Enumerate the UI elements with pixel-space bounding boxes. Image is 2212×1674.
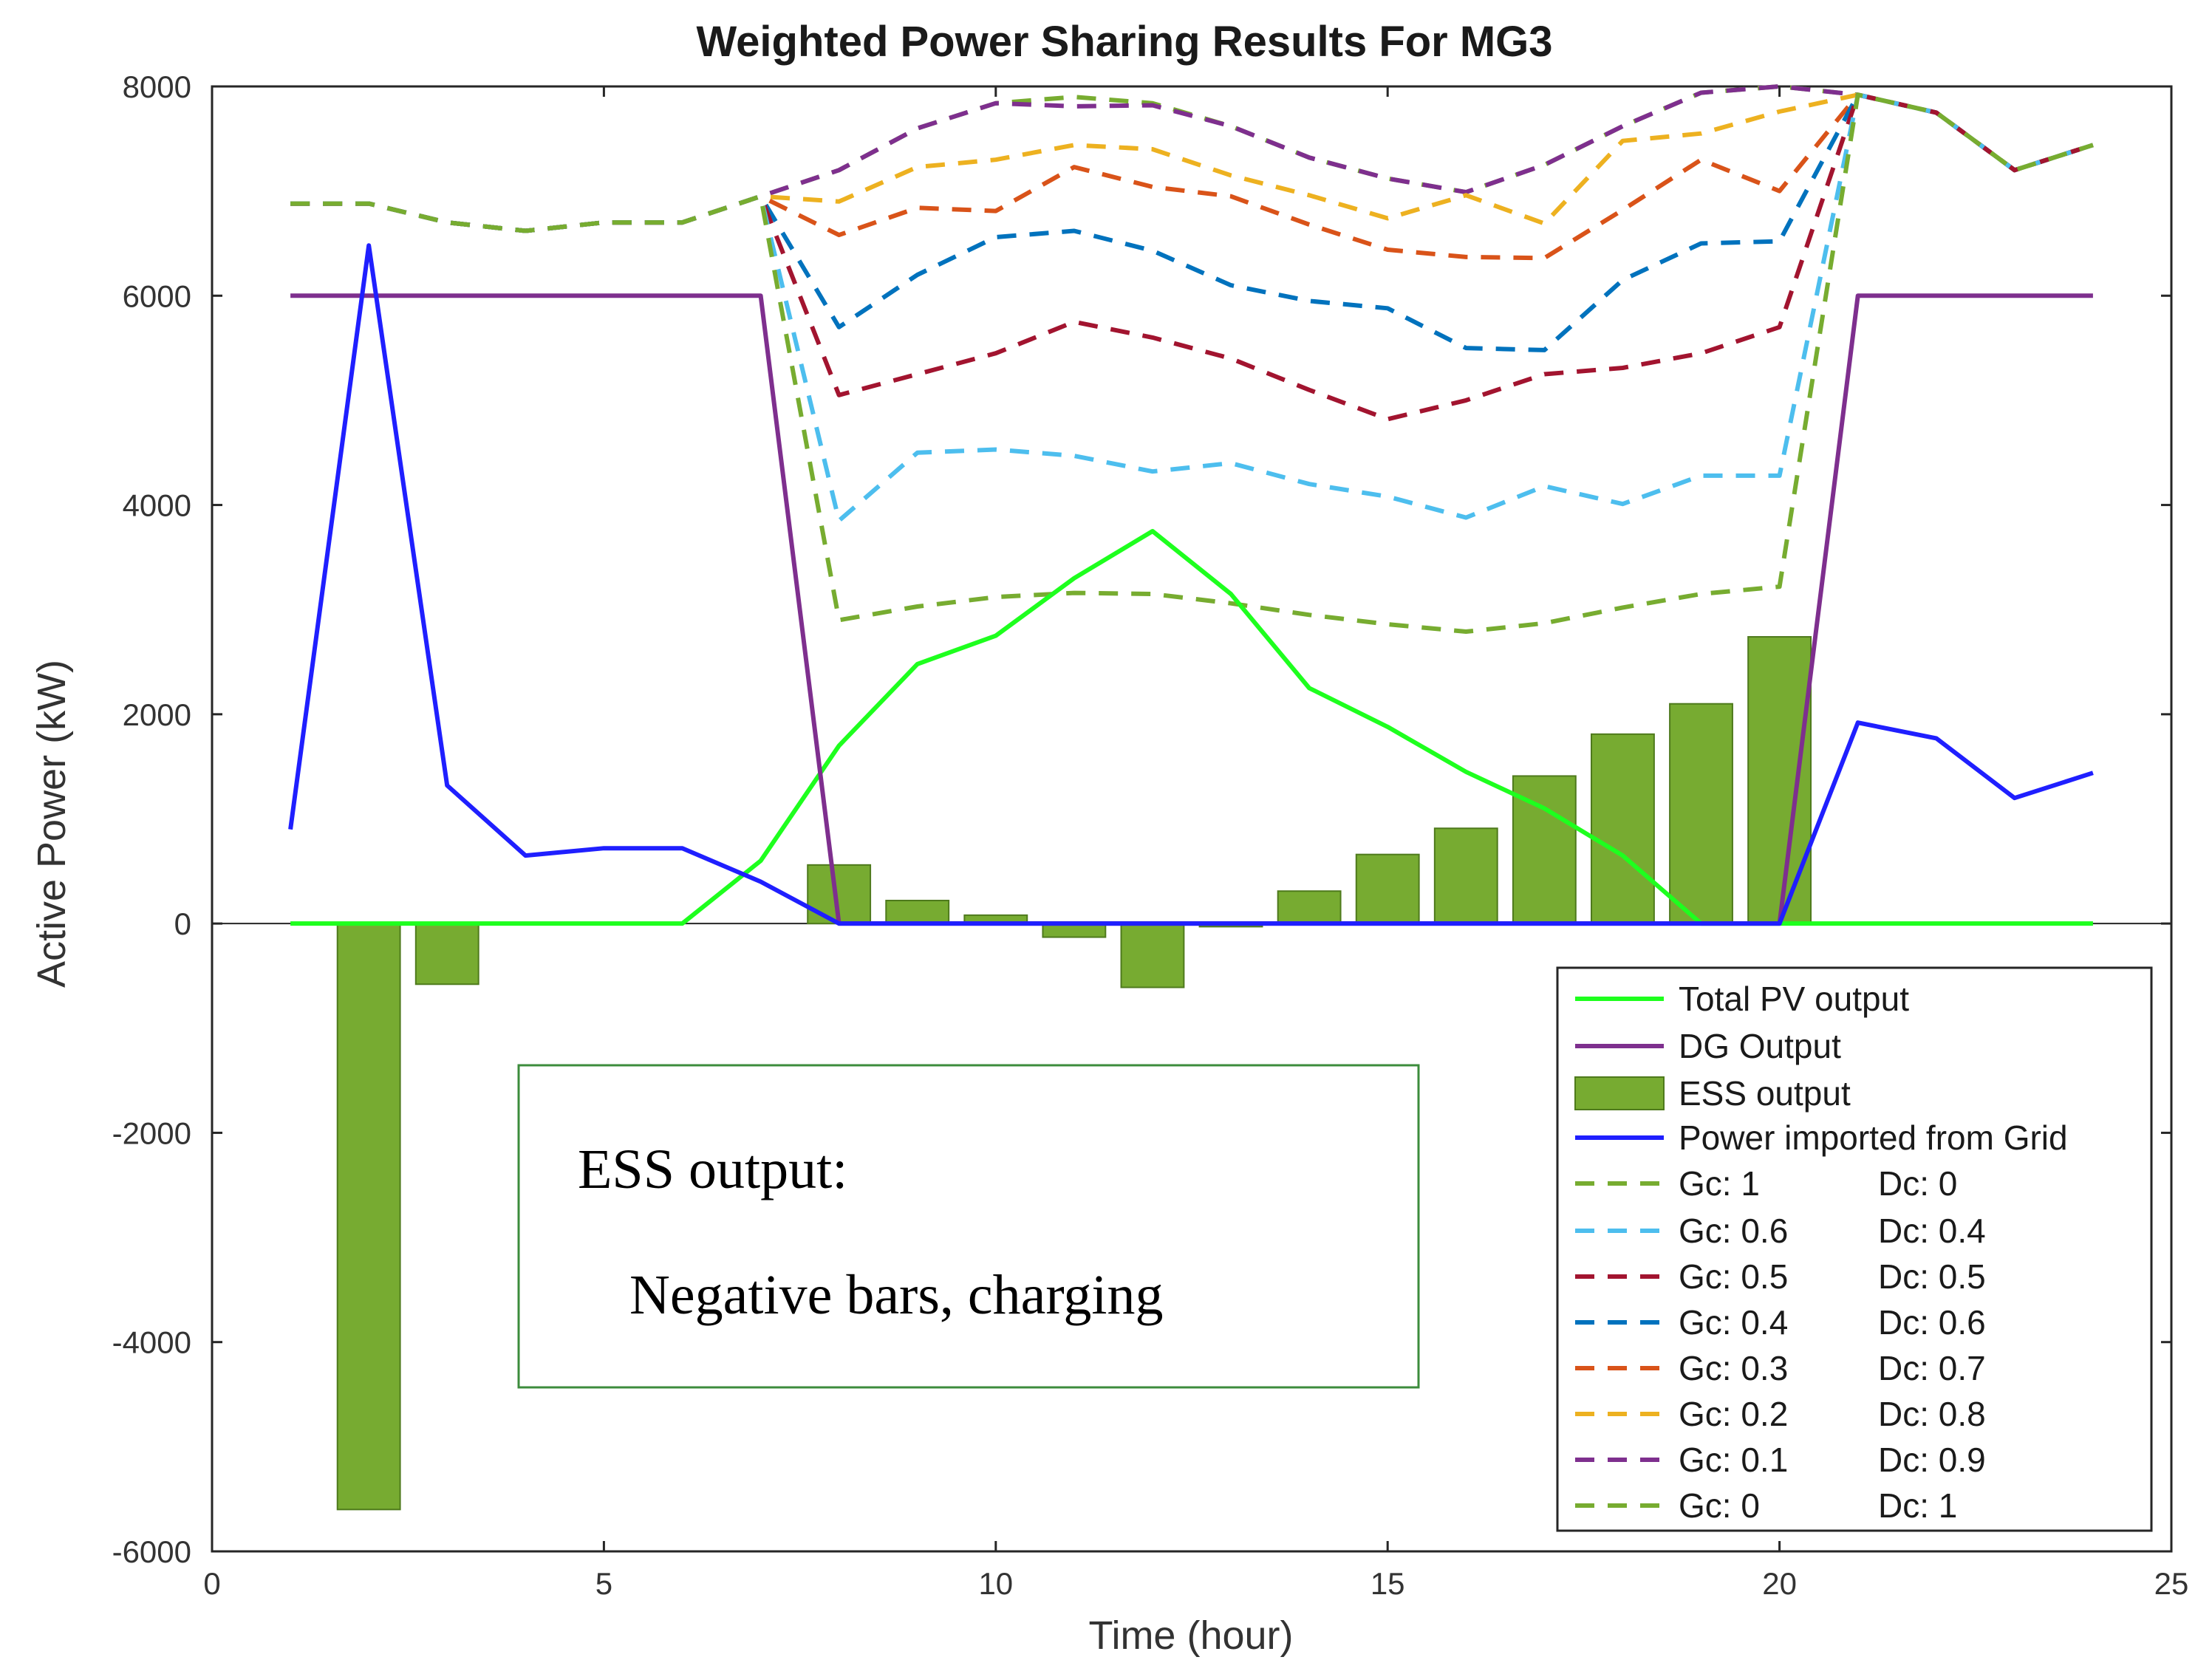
series-line-total-pv-output <box>290 529 2093 926</box>
annotation-heading: ESS output: <box>578 1138 847 1200</box>
y-tick-label: 8000 <box>123 69 191 104</box>
y-tick-label: 6000 <box>123 279 191 313</box>
legend-label-dc: Dc: 0.6 <box>1878 1303 1986 1342</box>
legend-label-gc: Gc: 0.6 <box>1679 1212 1788 1250</box>
legend-items: Total PV output DG Output ESS output Power … <box>1574 980 2068 1525</box>
series-line-gc-1-dc-0 <box>290 92 2094 634</box>
legend-label-gc: Gc: 0.3 <box>1679 1349 1788 1387</box>
legend-label-gc: Gc: 0.5 <box>1679 1257 1788 1296</box>
legend-label-gc: Gc: 0.1 <box>1679 1441 1788 1479</box>
ess-bar-h20 <box>1747 636 1812 925</box>
x-tick-label: 20 <box>1762 1566 1797 1601</box>
y-axis-label: Active Power (kW) <box>30 660 74 988</box>
legend-label-ess-output: ESS output <box>1679 1074 1851 1113</box>
legend-label-dc: Dc: 0.7 <box>1878 1349 1986 1387</box>
chart-title: Weighted Power Sharing Results For MG3 <box>696 18 1552 66</box>
legend-label-dc: Dc: 0 <box>1878 1164 1957 1203</box>
series-lines <box>288 84 2094 926</box>
legend-label-gc: Gc: 0.4 <box>1679 1303 1788 1342</box>
x-tick-label: 5 <box>595 1566 612 1601</box>
y-tick-label: 2000 <box>123 697 191 732</box>
ess-bar-h14 <box>1277 890 1342 925</box>
x-axis-label: Time (hour) <box>1088 1613 1293 1658</box>
y-tick-label: -6000 <box>112 1534 191 1569</box>
legend-label-dc: Dc: 0.9 <box>1878 1441 1986 1479</box>
series-line-power-imported-from-grid <box>288 243 2094 926</box>
legend-label-dc: Dc: 0.5 <box>1878 1257 1986 1296</box>
legend-label-dc: Dc: 1 <box>1878 1486 1957 1525</box>
legend: Total PV output DG Output ESS output Power … <box>1556 966 2153 1532</box>
ess-bar-h18 <box>1591 733 1655 925</box>
legend-label-dg-output: DG Output <box>1679 1027 1841 1065</box>
x-axis-ticks: 0 5 10 15 20 25 <box>203 86 2188 1601</box>
ess-bar-h15 <box>1355 853 1420 925</box>
legend-label-gc: Gc: 0 <box>1679 1486 1760 1525</box>
ess-bar-h16 <box>1433 827 1498 925</box>
annotation-body: Negative bars, charging <box>629 1264 1163 1326</box>
ess-bars <box>336 636 1812 1511</box>
x-tick-label: 0 <box>203 1566 220 1601</box>
ess-bar-h9 <box>885 899 950 925</box>
x-tick-label: 25 <box>2154 1566 2189 1601</box>
legend-label-total-pv-output: Total PV output <box>1679 980 1909 1018</box>
y-tick-label: 0 <box>174 906 191 941</box>
x-tick-label: 15 <box>1370 1566 1405 1601</box>
y-tick-label: -2000 <box>112 1116 191 1150</box>
annotation-border <box>517 1064 1420 1389</box>
x-tick-label: 10 <box>978 1566 1013 1601</box>
legend-box <box>1556 966 2153 1532</box>
legend-label-gc: Gc: 1 <box>1679 1164 1760 1203</box>
legend-label-dc: Dc: 0.8 <box>1878 1395 1986 1433</box>
ess-bar-h2 <box>336 923 401 1511</box>
legend-label-gc: Gc: 0.2 <box>1679 1395 1788 1433</box>
legend-label-dc: Dc: 0.4 <box>1878 1212 1986 1250</box>
legend-swatch-ess <box>1574 1076 1665 1110</box>
ess-bar-h19 <box>1669 703 1733 925</box>
ess-bar-h3 <box>414 923 479 985</box>
annotation-box: ESS output: Negative bars, charging <box>517 1064 1420 1389</box>
y-tick-label: 4000 <box>123 488 191 523</box>
y-tick-label: -4000 <box>112 1325 191 1360</box>
ess-bar-h12 <box>1120 923 1185 988</box>
legend-label-power-imported-from-grid: Power imported from Grid <box>1679 1118 2068 1157</box>
